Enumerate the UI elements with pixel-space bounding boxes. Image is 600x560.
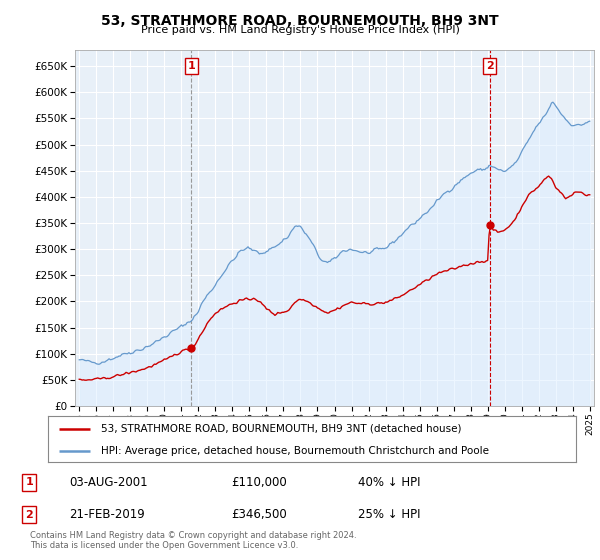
Text: 03-AUG-2001: 03-AUG-2001: [70, 476, 148, 489]
Text: 1: 1: [25, 477, 33, 487]
Text: 21-FEB-2019: 21-FEB-2019: [70, 508, 145, 521]
Text: £110,000: £110,000: [231, 476, 287, 489]
Text: 53, STRATHMORE ROAD, BOURNEMOUTH, BH9 3NT: 53, STRATHMORE ROAD, BOURNEMOUTH, BH9 3N…: [101, 14, 499, 28]
Text: Price paid vs. HM Land Registry's House Price Index (HPI): Price paid vs. HM Land Registry's House …: [140, 25, 460, 35]
Text: Contains HM Land Registry data © Crown copyright and database right 2024.
This d: Contains HM Land Registry data © Crown c…: [30, 531, 356, 550]
Text: 25% ↓ HPI: 25% ↓ HPI: [358, 508, 420, 521]
Text: HPI: Average price, detached house, Bournemouth Christchurch and Poole: HPI: Average price, detached house, Bour…: [101, 446, 489, 455]
Text: 2: 2: [486, 61, 494, 71]
Text: 53, STRATHMORE ROAD, BOURNEMOUTH, BH9 3NT (detached house): 53, STRATHMORE ROAD, BOURNEMOUTH, BH9 3N…: [101, 424, 461, 434]
Text: £346,500: £346,500: [231, 508, 287, 521]
Text: 40% ↓ HPI: 40% ↓ HPI: [358, 476, 420, 489]
Text: 2: 2: [25, 510, 33, 520]
Text: 1: 1: [187, 61, 195, 71]
